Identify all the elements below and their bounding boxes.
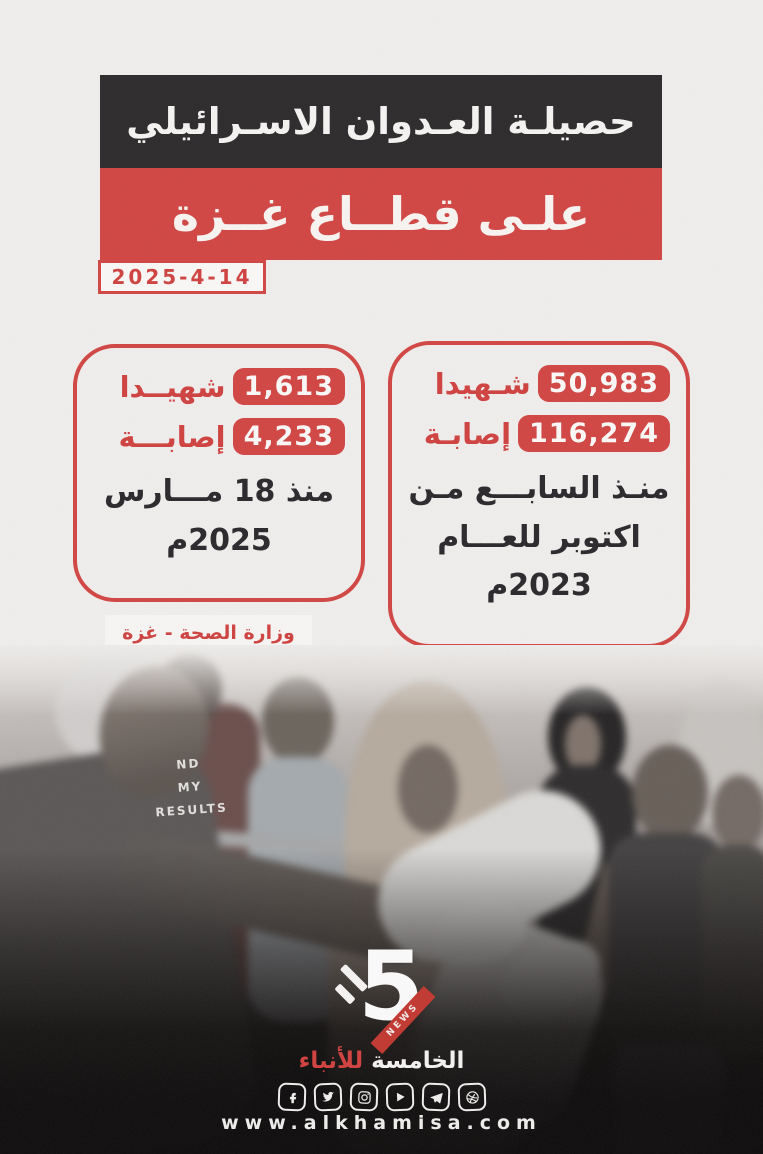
social-icons-row bbox=[0, 1082, 763, 1112]
stats-box-october: 50,983 شـهيدا 116,274 إصابـة منـذ السابـ… bbox=[388, 341, 690, 648]
title-line2: علـى قطــاع غــزة bbox=[171, 187, 591, 241]
october-period-line2: اكتوبر للعـــام bbox=[437, 519, 641, 555]
title-banner-bottom: علـى قطــاع غــزة bbox=[100, 168, 662, 260]
date-badge: 2025-4-14 bbox=[98, 260, 266, 294]
march-period-line1: منذ 18 مـــارس bbox=[103, 474, 335, 509]
title-line1: حصيلـة العـدوان الاسـرائيلي bbox=[126, 100, 636, 143]
source-text: وزارة الصحة - غزة bbox=[122, 622, 295, 644]
march-injuries-value: 4,233 bbox=[232, 418, 345, 455]
march-deaths-value: 1,613 bbox=[232, 368, 345, 405]
brand-name: الخامسة للأنباء bbox=[0, 1048, 763, 1074]
october-deaths-label: شـهيدا bbox=[434, 366, 531, 401]
twitter-icon[interactable] bbox=[313, 1082, 342, 1112]
march-period-line2: 2025م bbox=[166, 522, 272, 558]
date-text: 2025-4-14 bbox=[111, 265, 253, 289]
october-deaths-value: 50,983 bbox=[537, 365, 670, 402]
dribbble-icon[interactable] bbox=[457, 1082, 486, 1112]
brand-name-first: الخامسة bbox=[371, 1048, 465, 1074]
march-deaths-label: شهيــدا bbox=[119, 369, 226, 404]
october-injuries-value: 116,274 bbox=[518, 415, 670, 452]
october-injuries-label: إصابـة bbox=[423, 416, 512, 451]
march-deaths-row: 1,613 شهيــدا bbox=[93, 368, 345, 405]
october-period-line1: منـذ السابـــع مـن bbox=[408, 471, 670, 506]
website-url[interactable]: www.alkhamisa.com bbox=[221, 1112, 542, 1134]
october-period: منـذ السابـــع مـن اكتوبر للعـــام 2023م bbox=[408, 465, 670, 611]
telegram-icon[interactable] bbox=[421, 1082, 450, 1112]
october-period-line3: 2023م bbox=[486, 568, 592, 604]
channel-logo: 5 NEWS bbox=[334, 940, 436, 1054]
youtube-play-icon[interactable] bbox=[385, 1082, 414, 1112]
brand-name-second: للأنباء bbox=[298, 1048, 364, 1074]
title-banner-top: حصيلـة العـدوان الاسـرائيلي bbox=[100, 75, 662, 168]
stats-box-march: 1,613 شهيــدا 4,233 إصابـــة منذ 18 مـــ… bbox=[73, 344, 365, 602]
october-injuries-row: 116,274 إصابـة bbox=[408, 415, 670, 452]
mourning-photo: ND MY RESULTS bbox=[0, 645, 763, 1154]
march-injuries-label: إصابـــة bbox=[118, 419, 226, 454]
instagram-icon[interactable] bbox=[349, 1082, 378, 1112]
facebook-icon[interactable] bbox=[277, 1082, 306, 1112]
photo-dark-overlay bbox=[0, 645, 763, 1154]
october-deaths-row: 50,983 شـهيدا bbox=[408, 365, 670, 402]
logo-stripe bbox=[334, 983, 356, 1005]
photo-top-fade bbox=[0, 645, 763, 715]
march-period: منذ 18 مـــارس 2025م bbox=[93, 468, 345, 565]
march-injuries-row: 4,233 إصابـــة bbox=[93, 418, 345, 455]
